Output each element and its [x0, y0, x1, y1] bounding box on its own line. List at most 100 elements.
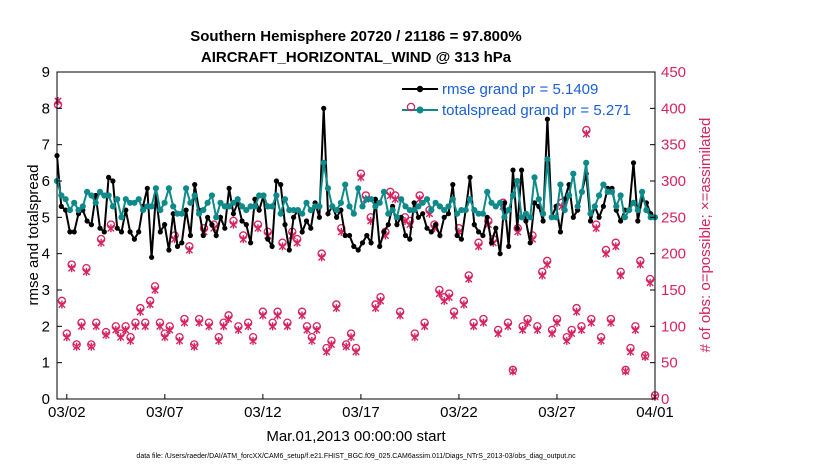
- series-point-totalspread: [84, 188, 91, 195]
- series-point-totalspread: [630, 199, 637, 206]
- obs-assimilated-point: [180, 318, 189, 327]
- obs-assimilated-point: [518, 325, 527, 334]
- legend-spread-label: totalspread grand pr = 5.271: [442, 102, 631, 119]
- series-point-totalspread: [303, 199, 310, 206]
- obs-assimilated-point: [548, 329, 556, 338]
- series-point-totalspread: [148, 203, 155, 210]
- series-point-totalspread: [359, 203, 366, 210]
- series-point-totalspread: [62, 196, 69, 203]
- series-point-totalspread: [380, 188, 388, 195]
- series-point-rmse: [630, 160, 637, 166]
- y-right-tick-label: 200: [661, 246, 686, 263]
- series-point-totalspread: [170, 203, 177, 210]
- series-point-totalspread: [79, 203, 86, 210]
- series-point-rmse: [398, 214, 404, 220]
- obs-assimilated-point: [146, 300, 154, 309]
- obs-assimilated-point: [249, 336, 257, 345]
- obs-assimilated-point: [72, 342, 81, 351]
- obs-assimilated-point: [268, 322, 277, 331]
- obs-assimilated-point: [97, 238, 105, 247]
- legend-obs-possible-marker: [406, 102, 416, 112]
- series-point-totalspread: [299, 210, 306, 217]
- obs-assimilated-point: [54, 97, 62, 106]
- series-point-rmse: [441, 214, 447, 220]
- series-point-rmse: [217, 214, 224, 220]
- series-point-rmse: [415, 214, 421, 220]
- series-point-totalspread: [466, 196, 474, 203]
- series-point-totalspread: [312, 203, 319, 210]
- obs-assimilated-point: [205, 322, 213, 331]
- x-axis-label: Mar.01,2013 00:00:00 start: [266, 428, 446, 445]
- obs-assimilated-point: [469, 322, 478, 331]
- series-point-totalspread: [591, 203, 598, 210]
- x-tick-label: 03/12: [244, 404, 282, 421]
- y-left-tick-label: 0: [42, 391, 50, 408]
- obs-assimilated-point: [332, 304, 341, 313]
- series-point-totalspread: [531, 174, 538, 181]
- series-point-rmse: [510, 167, 516, 173]
- y-left-tick-label: 4: [42, 246, 50, 263]
- obs-assimilated-point: [278, 242, 287, 251]
- series-point-rmse: [157, 229, 163, 235]
- obs-assimilated-point: [616, 271, 625, 280]
- obs-assimilated-point: [450, 311, 458, 320]
- series-point-totalspread: [587, 210, 594, 217]
- obs-assimilated-point: [607, 318, 615, 327]
- series-point-rmse: [321, 105, 327, 111]
- series-point-totalspread: [376, 199, 383, 206]
- series-point-totalspread: [432, 199, 439, 206]
- series-point-rmse: [523, 218, 529, 224]
- obs-assimilated-point: [504, 322, 512, 331]
- series-point-totalspread: [441, 207, 448, 214]
- series-point-rmse: [222, 225, 228, 231]
- series-point-totalspread: [617, 192, 624, 199]
- series-point-totalspread: [462, 207, 469, 214]
- series-point-totalspread: [385, 210, 392, 217]
- series-point-rmse: [239, 218, 245, 224]
- obs-assimilated-point: [563, 336, 571, 345]
- series-point-totalspread: [96, 188, 104, 195]
- obs-assimilated-point: [136, 307, 145, 316]
- y-left-tick-label: 2: [42, 318, 50, 335]
- series-point-rmse: [493, 225, 499, 231]
- series-point-rmse: [127, 229, 133, 235]
- series-point-totalspread: [75, 207, 82, 214]
- series-point-totalspread: [419, 199, 426, 206]
- series-point-totalspread: [131, 199, 138, 206]
- obs-assimilated-point: [141, 322, 149, 331]
- series-point-totalspread: [501, 214, 508, 221]
- y-axis-label-right: # of obs: o=possible; ×=assimilated: [697, 118, 714, 353]
- series-point-totalspread: [540, 210, 547, 217]
- series-point-totalspread: [247, 203, 254, 210]
- series-point-rmse: [346, 232, 353, 239]
- obs-assimilated-point: [592, 224, 600, 233]
- series-point-totalspread: [105, 192, 112, 199]
- series-point-totalspread: [333, 207, 340, 214]
- series-point-rmse: [118, 229, 125, 235]
- series-point-rmse: [497, 251, 503, 257]
- series-point-totalspread: [234, 196, 241, 203]
- series-point-totalspread: [518, 214, 525, 221]
- series-point-totalspread: [294, 207, 301, 214]
- series-point-totalspread: [389, 207, 396, 214]
- series-point-rmse: [308, 225, 314, 231]
- y-right-tick-label: 100: [661, 318, 686, 335]
- series-point-totalspread: [191, 192, 198, 199]
- obs-assimilated-point: [219, 322, 228, 331]
- series-point-totalspread: [122, 196, 129, 203]
- footnote: data file: /Users/raeder/DAI/ATM_forcXX/…: [136, 453, 576, 460]
- obs-assimilated-point: [445, 293, 453, 302]
- series-point-rmse: [540, 218, 546, 224]
- series-point-rmse: [110, 178, 116, 184]
- series-point-totalspread: [290, 207, 297, 214]
- obs-assimilated-point: [621, 367, 630, 376]
- series-point-rmse: [325, 211, 331, 217]
- series-point-rmse: [385, 222, 391, 228]
- series-point-totalspread: [161, 199, 168, 206]
- series-point-totalspread: [398, 196, 405, 203]
- obs-assimilated-point: [641, 352, 649, 361]
- series-point-rmse: [174, 243, 181, 249]
- series-point-totalspread: [269, 203, 276, 210]
- series-point-rmse: [243, 222, 249, 228]
- series-point-rmse: [269, 243, 275, 249]
